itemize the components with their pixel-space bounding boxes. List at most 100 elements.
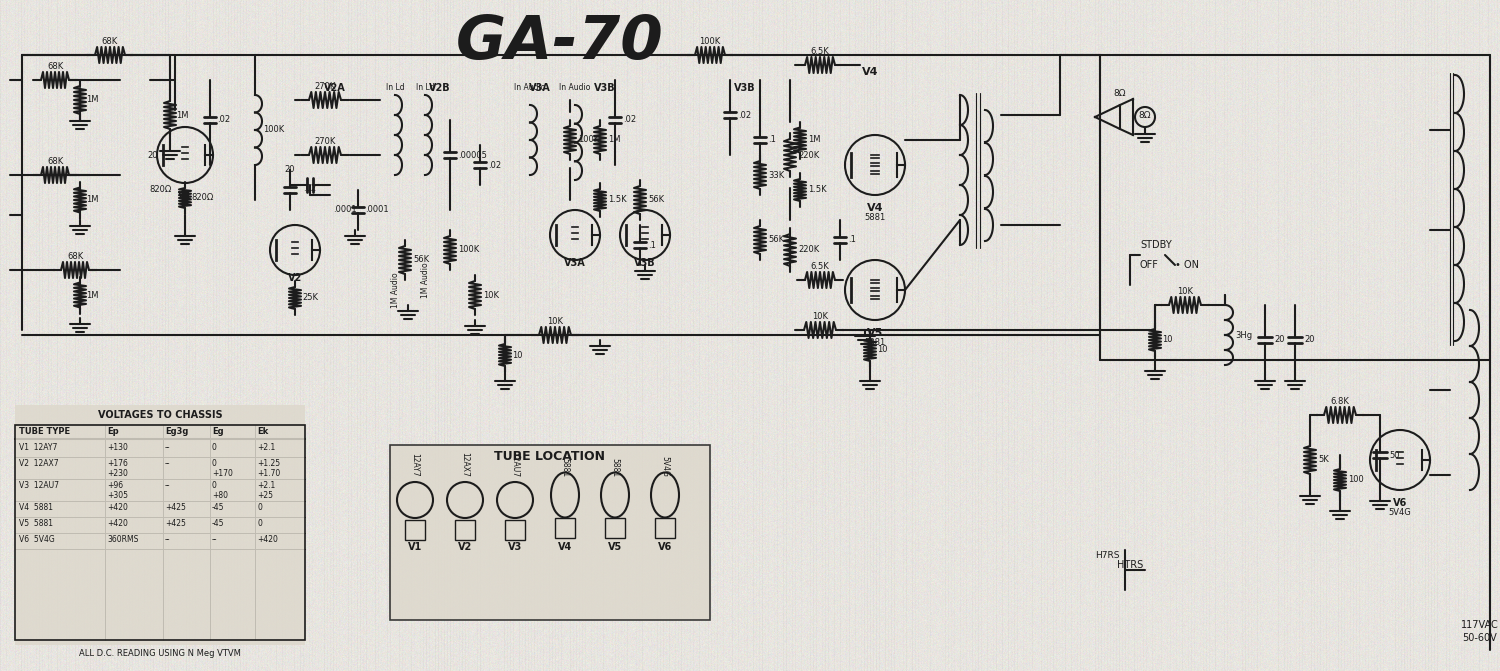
Text: --: -- [165,535,171,544]
Text: 100K: 100K [699,37,720,46]
Text: .00005: .00005 [458,150,488,160]
Text: HTRS: HTRS [1118,560,1143,570]
Text: 820Ω: 820Ω [190,193,213,203]
Text: 8Ω: 8Ω [1113,89,1126,97]
Text: • ON: • ON [1174,260,1198,270]
Text: 10K: 10K [812,312,828,321]
Text: .02: .02 [738,111,752,119]
Text: 56K: 56K [648,195,664,205]
Text: +176
+230: +176 +230 [106,459,128,478]
Text: 10: 10 [1162,336,1173,344]
Text: V6: V6 [1394,498,1407,508]
Bar [656,518,675,538]
Text: 220K: 220K [798,246,819,254]
Text: V3B: V3B [594,83,616,93]
Text: V2: V2 [458,542,472,552]
Text: +420: +420 [106,519,128,528]
Text: .02: .02 [217,115,229,125]
Text: V3  12AU7: V3 12AU7 [20,481,58,490]
Text: 6.5K: 6.5K [810,262,830,271]
Text: V6: V6 [658,542,672,552]
Text: 6.5K: 6.5K [810,47,830,56]
Text: In Ld: In Ld [416,83,435,93]
Text: 270K: 270K [315,137,336,146]
Text: 1M: 1M [608,136,621,144]
Text: +425: +425 [165,503,186,512]
Text: 0: 0 [211,443,217,452]
Text: -45: -45 [211,519,225,528]
Text: 10: 10 [878,346,888,354]
Text: 1M: 1M [86,195,99,205]
Text: 20: 20 [1274,336,1284,344]
Text: .1: .1 [768,136,776,144]
Bar [604,518,625,538]
Text: +1.25
+1.70: +1.25 +1.70 [256,459,280,478]
Text: Eg3g: Eg3g [165,427,189,437]
Text: 5K: 5K [1318,456,1329,464]
Text: 220K: 220K [798,150,819,160]
Text: 100K: 100K [458,246,480,254]
Text: 68K: 68K [68,252,82,261]
Bar [405,520,424,540]
Text: 1M: 1M [86,291,99,299]
Text: V1: V1 [178,191,192,201]
Text: V1: V1 [408,542,422,552]
Bar [390,445,710,620]
Text: -45: -45 [211,503,225,512]
Text: --: -- [165,443,171,452]
Text: 10: 10 [512,350,522,360]
Text: 1.5K: 1.5K [608,195,627,205]
Text: 117VAC: 117VAC [1461,620,1498,630]
Bar [15,405,304,645]
Text: 10K: 10K [1178,287,1192,296]
Text: V2B: V2B [429,83,451,93]
Text: V3: V3 [509,542,522,552]
Text: 50-60V: 50-60V [1462,633,1497,643]
Text: .02: .02 [488,160,501,170]
Text: +2.1: +2.1 [256,443,276,452]
Text: TUBE LOCATION: TUBE LOCATION [495,450,606,464]
Text: +420: +420 [256,535,278,544]
Text: 56K: 56K [413,256,429,264]
Text: 5V4G: 5V4G [1389,508,1411,517]
Text: 1M: 1M [176,111,189,119]
Text: --: -- [165,459,171,468]
Text: Ep: Ep [106,427,118,437]
Text: 5881: 5881 [561,458,570,477]
Bar [15,425,304,640]
Text: 68K: 68K [46,62,63,71]
Text: 12AX7: 12AX7 [460,452,470,477]
Text: Eg: Eg [211,427,223,437]
Text: H7RS: H7RS [1095,550,1120,560]
Text: 0: 0 [256,519,262,528]
Text: 270K: 270K [315,82,336,91]
Text: 56K: 56K [768,236,784,244]
Text: V3B: V3B [634,258,656,268]
Text: V4  5881: V4 5881 [20,503,53,512]
Text: 3Hg: 3Hg [1234,331,1252,340]
Text: V3A: V3A [564,258,586,268]
Text: V5  5881: V5 5881 [20,519,53,528]
Text: 1M: 1M [808,136,820,144]
Text: 10K: 10K [483,291,500,299]
Text: .02: .02 [303,184,316,193]
Text: In Audio: In Audio [514,83,546,93]
Text: V1  12AY7: V1 12AY7 [20,443,57,452]
Text: V2  12AX7: V2 12AX7 [20,459,58,468]
Text: V4: V4 [867,203,883,213]
Text: 0: 0 [256,503,262,512]
Text: GA-70: GA-70 [456,13,664,72]
Text: 12AY7: 12AY7 [411,454,420,477]
Text: 5881: 5881 [864,213,885,222]
Text: 1M Audio: 1M Audio [420,262,429,298]
Text: V3A: V3A [530,83,550,93]
Text: 20: 20 [147,150,159,160]
Text: 10K: 10K [548,317,562,326]
Text: +425: +425 [165,519,186,528]
Text: 1M: 1M [86,95,99,105]
Text: 1.5K: 1.5K [808,185,826,195]
Text: --: -- [211,535,217,544]
Text: 5881: 5881 [864,338,885,347]
Text: 33K: 33K [768,170,784,180]
Text: 68K: 68K [46,157,63,166]
